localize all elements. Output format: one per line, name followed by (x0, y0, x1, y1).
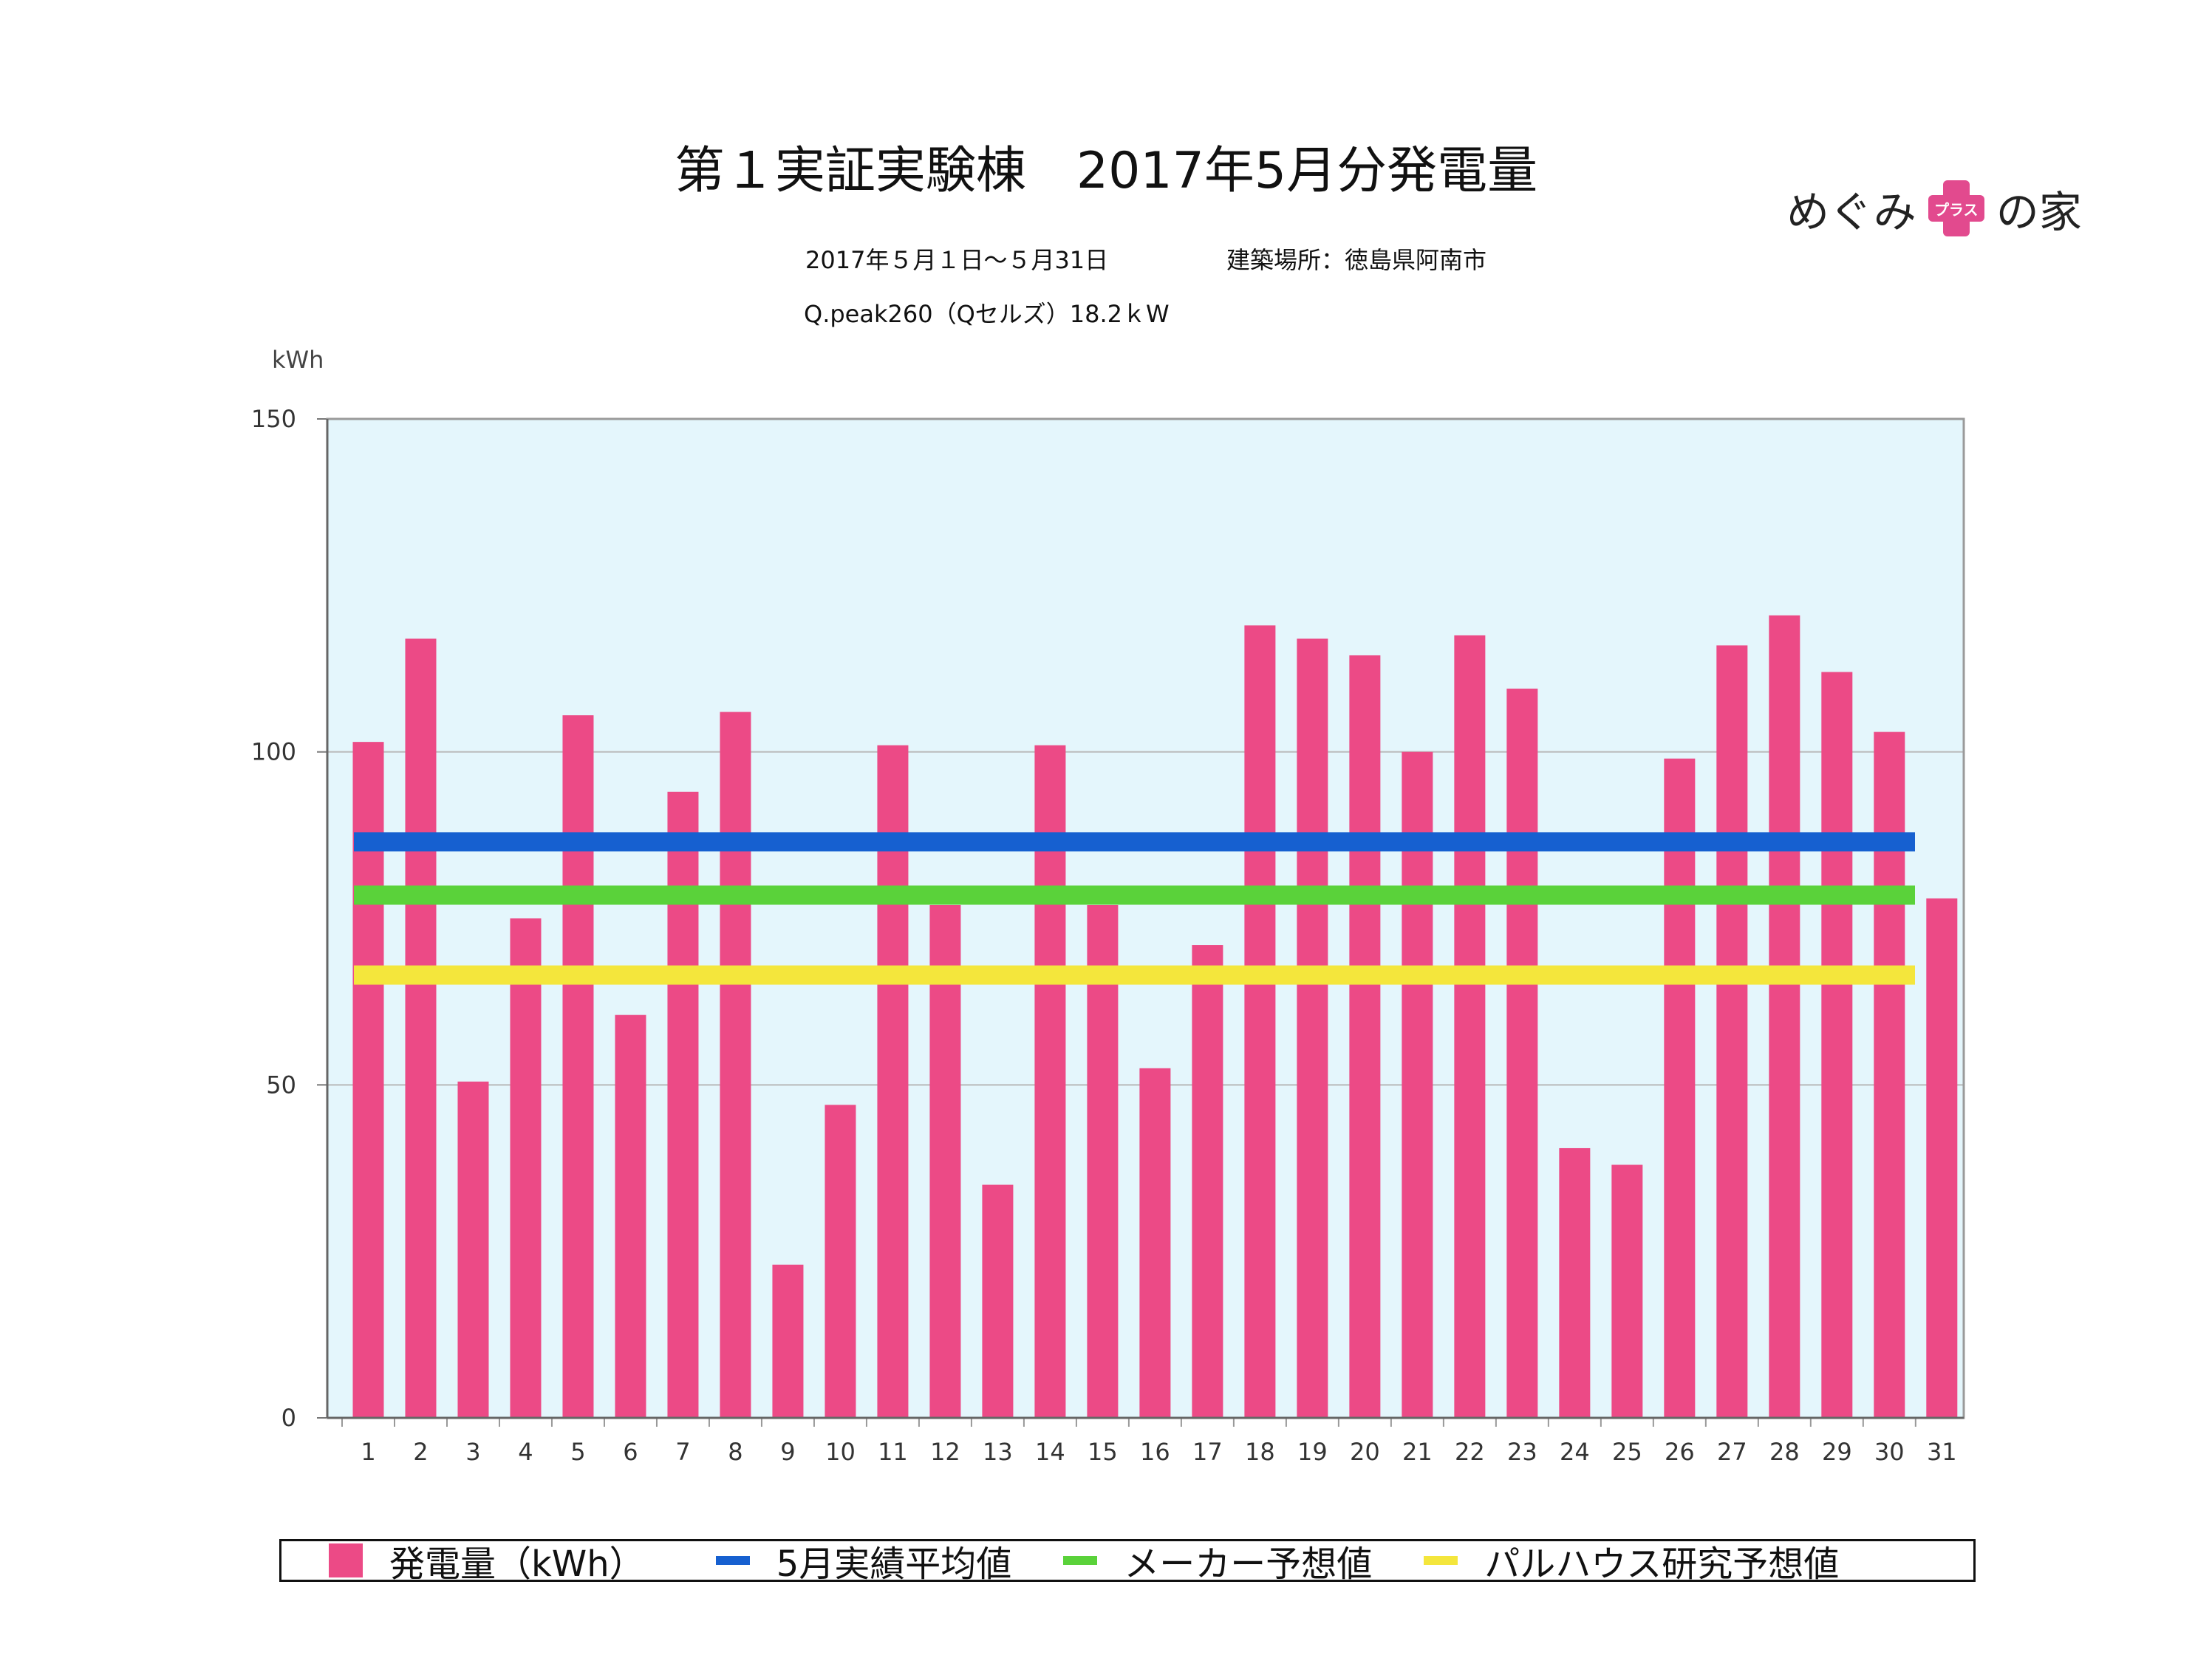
legend-item-average: 5月実績平均値 (715, 1535, 1012, 1586)
bar (1297, 638, 1328, 1419)
x-tick-label: 9 (780, 1438, 795, 1466)
y-tick-label: 100 (251, 738, 296, 766)
x-tick-label: 8 (728, 1438, 743, 1466)
plus-cross-icon: プラス (1928, 180, 1984, 236)
x-tick-label: 21 (1402, 1438, 1433, 1466)
x-tick-label: 28 (1769, 1438, 1800, 1466)
bar (1349, 655, 1381, 1418)
bar (1244, 625, 1276, 1418)
x-tick-label: 17 (1192, 1438, 1223, 1466)
x-tick-label: 20 (1350, 1438, 1380, 1466)
legend-label-generation: 発電量（kWh） (389, 1543, 645, 1585)
x-tick-label: 11 (878, 1438, 908, 1466)
reference-lines (354, 832, 1915, 985)
bar (352, 742, 384, 1418)
x-tick-label: 30 (1874, 1438, 1905, 1466)
x-tick-label: 23 (1507, 1438, 1537, 1466)
x-tick-label: 7 (675, 1438, 690, 1466)
legend-swatch-generation (329, 1543, 363, 1577)
legend-label-palhaus: パルハウス研究予想値 (1484, 1543, 1840, 1585)
bar (982, 1184, 1014, 1418)
bar (1664, 758, 1696, 1418)
x-tick-label: 16 (1140, 1438, 1170, 1466)
x-tick-label: 25 (1612, 1438, 1642, 1466)
bar (825, 1105, 856, 1418)
logo-plus-text: プラス (1933, 201, 1979, 219)
x-tick-label: 24 (1560, 1438, 1590, 1466)
logo: めぐみ プラス の家 (1786, 180, 2082, 237)
bar (1192, 945, 1223, 1418)
bar (1087, 904, 1119, 1418)
bar (720, 712, 751, 1418)
x-tick-label: 27 (1717, 1438, 1747, 1466)
bar (405, 638, 437, 1419)
x-tick-label: 10 (825, 1438, 856, 1466)
x-tick-label: 18 (1245, 1438, 1275, 1466)
bar (510, 918, 542, 1418)
x-tick-label: 14 (1035, 1438, 1065, 1466)
logo-prefix: めぐみ (1786, 187, 1916, 237)
legend-swatch-palhaus (1424, 1556, 1458, 1565)
bar (1454, 635, 1486, 1418)
axes (326, 417, 1965, 1419)
y-tick-labels: 0 50 100 150 (251, 405, 296, 1432)
bar (615, 1014, 646, 1418)
x-tick-label: 4 (518, 1438, 533, 1466)
location: 建築場所：徳島県阿南市 (1226, 246, 1487, 274)
date-range: 2017年５月１日〜５月31日 (805, 246, 1109, 274)
x-tick-labels: 1 2 3 4 5 6 7 8 9 10 11 12 13 14 15 16 17 18 19 20 21 22 23 24 2… (361, 1438, 1956, 1466)
bar (457, 1081, 489, 1418)
bar (1402, 751, 1433, 1418)
legend-label-maker: メーカー予想値 (1124, 1543, 1373, 1585)
x-tick-label: 26 (1665, 1438, 1695, 1466)
x-tick-label: 12 (930, 1438, 960, 1466)
bar (1821, 672, 1853, 1418)
x-tick-label: 2 (413, 1438, 428, 1466)
bar (929, 904, 961, 1418)
bar (1139, 1068, 1171, 1418)
x-tick-label: 15 (1088, 1438, 1118, 1466)
y-tick-label: 50 (266, 1071, 296, 1099)
legend-item-palhaus: パルハウス研究予想値 (1424, 1535, 1839, 1586)
legend-swatch-average (715, 1556, 750, 1565)
legend-swatch-maker (1063, 1556, 1098, 1565)
bar (877, 745, 909, 1418)
bar (1559, 1147, 1591, 1418)
x-tick-label: 19 (1297, 1438, 1328, 1466)
y-tick-label: 0 (281, 1404, 296, 1432)
y-axis-unit: kWh (272, 346, 324, 374)
bar (1034, 745, 1066, 1418)
chart-title: 第１実証実験棟 2017年5月分発電量 (674, 142, 1538, 200)
x-tick-label: 3 (465, 1438, 480, 1466)
bar (1506, 689, 1538, 1418)
legend-item-generation: 発電量（kWh） (329, 1535, 645, 1586)
legend-item-maker: メーカー予想値 (1063, 1535, 1372, 1586)
panel-info: Q.peak260（Qセルズ）18.2ｋW (804, 300, 1170, 328)
y-tick-label: 150 (251, 405, 296, 433)
x-tick-label: 5 (570, 1438, 585, 1466)
x-tick-label: 31 (1927, 1438, 1957, 1466)
x-tick-label: 22 (1455, 1438, 1485, 1466)
x-tick-label: 13 (983, 1438, 1013, 1466)
x-tick-label: 6 (623, 1438, 638, 1466)
bar (562, 715, 594, 1418)
bar (1926, 898, 1958, 1418)
bar (1769, 615, 1800, 1418)
bar (1716, 645, 1748, 1418)
bar (772, 1264, 804, 1418)
logo-suffix: の家 (1996, 187, 2082, 237)
legend-label-average: 5月実績平均値 (776, 1543, 1012, 1585)
bar (1611, 1164, 1643, 1418)
x-tick-label: 1 (361, 1438, 375, 1466)
x-tick-label: 29 (1822, 1438, 1852, 1466)
legend: 発電量（kWh） 5月実績平均値 メーカー予想値 パルハウス研究予想値 (279, 1539, 1976, 1585)
